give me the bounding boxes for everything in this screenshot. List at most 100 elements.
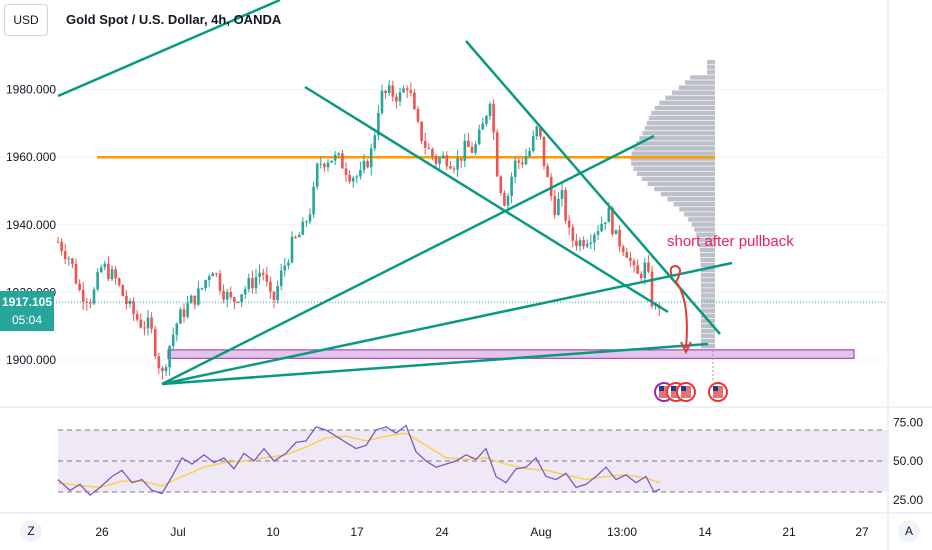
candle-body: [337, 153, 341, 155]
candle-body: [557, 198, 560, 216]
symbol-title[interactable]: Gold Spot / U.S. Dollar, 4h, OANDA: [66, 12, 282, 27]
candle-body: [114, 269, 117, 279]
candle-body: [92, 289, 96, 304]
candle-body: [121, 285, 125, 296]
candle-body: [236, 301, 240, 303]
time-axis[interactable]: 26 Jul 10 17 24 Aug 13:00 14 21 27: [95, 525, 869, 539]
candle-body: [521, 162, 524, 165]
volume-profile-bar: [688, 217, 715, 222]
candle-body: [528, 151, 531, 157]
drawing-annotations[interactable]: [669, 264, 692, 355]
candle-body: [387, 85, 391, 94]
candle-body: [470, 146, 474, 153]
candle-body: [611, 207, 614, 235]
candle-body: [117, 278, 121, 286]
candle-body: [524, 156, 528, 165]
auto-scale-label: A: [904, 524, 913, 538]
candle-body: [225, 292, 229, 300]
candle-body: [377, 112, 380, 136]
candle-body: [513, 160, 517, 177]
volume-profile-bar: [673, 202, 715, 207]
zoom-button[interactable]: Z: [20, 520, 42, 542]
candle-body: [269, 281, 272, 292]
candle-body: [643, 262, 647, 279]
volume-profile-bar: [700, 308, 715, 313]
candle-body: [243, 289, 247, 295]
candle-body: [632, 260, 636, 266]
candle-body: [132, 301, 135, 314]
volume-profile-bar: [641, 176, 715, 182]
rsi-pane: [57, 424, 888, 496]
candle-body: [517, 160, 521, 163]
candle-body: [445, 155, 449, 167]
volume-profile-bar: [659, 100, 715, 106]
candle-body: [341, 153, 344, 169]
candle-body: [182, 309, 186, 317]
volume-profile-bar: [700, 278, 715, 283]
volume-profile-bar: [700, 257, 715, 263]
volume-profile-bar: [636, 171, 715, 176]
candle-body: [175, 323, 179, 335]
candle-body: [398, 92, 402, 102]
volume-profile-bar: [697, 237, 715, 242]
support-zone[interactable]: [167, 349, 855, 359]
candle-body: [301, 221, 305, 235]
flag-canton: [659, 386, 664, 391]
rsi-tick-label: 75.00: [893, 415, 923, 429]
rsi-tick-label: 25.00: [893, 493, 923, 507]
candle-body: [153, 328, 157, 357]
candle-body: [161, 368, 164, 372]
candle-body: [222, 290, 225, 300]
candle-body: [384, 90, 387, 94]
candle-body: [218, 273, 222, 291]
candle-body: [189, 295, 193, 304]
candle-body: [362, 160, 366, 171]
volume-profile-bar: [691, 222, 715, 227]
volume-profile-bar: [647, 181, 715, 187]
price-badge-bg: [0, 291, 54, 331]
candle-body: [369, 148, 373, 168]
volume-profile-bar: [694, 227, 715, 232]
time-tick-label: 21: [782, 525, 796, 539]
candle-body: [74, 264, 78, 284]
candle-body: [593, 234, 596, 243]
currency-button[interactable]: USD: [4, 4, 48, 36]
candle-body: [416, 109, 420, 122]
economic-events[interactable]: [654, 350, 728, 402]
candle-body: [405, 88, 409, 91]
candle-body: [542, 136, 546, 166]
candle-body: [146, 317, 150, 329]
candle-body: [168, 345, 171, 368]
volume-profile-bar: [701, 343, 715, 349]
volume-profile-bar: [660, 191, 715, 197]
candle-body: [258, 272, 261, 277]
candle-body: [463, 140, 467, 161]
candle-body: [607, 207, 611, 223]
candle-body: [344, 168, 348, 175]
candle-body: [373, 135, 377, 149]
candle-body: [438, 158, 441, 164]
candle-body: [589, 242, 593, 244]
candle-body: [618, 229, 621, 247]
volume-profile-bar: [700, 252, 715, 258]
candle-body: [564, 189, 567, 221]
volume-profile-bar: [631, 151, 715, 156]
candle-body: [409, 90, 413, 93]
candle-body: [600, 223, 603, 232]
candle-body: [308, 214, 312, 222]
candle-body: [571, 227, 575, 241]
volume-profile-bar: [646, 120, 715, 126]
candle-body: [531, 136, 535, 152]
candle-body: [629, 257, 632, 261]
annotation-text[interactable]: short after pullback: [667, 233, 794, 250]
candle-body: [326, 162, 330, 168]
volume-profile-bar: [630, 156, 715, 161]
rsi-axis[interactable]: 25.00 50.00 75.00: [893, 415, 923, 507]
volume-profile-bar: [700, 288, 715, 293]
volume-profile-bar: [700, 323, 715, 329]
candle-body: [650, 271, 654, 307]
auto-scale-button[interactable]: A: [898, 520, 920, 542]
volume-profile-bar: [678, 85, 715, 90]
candle-body: [391, 85, 395, 97]
